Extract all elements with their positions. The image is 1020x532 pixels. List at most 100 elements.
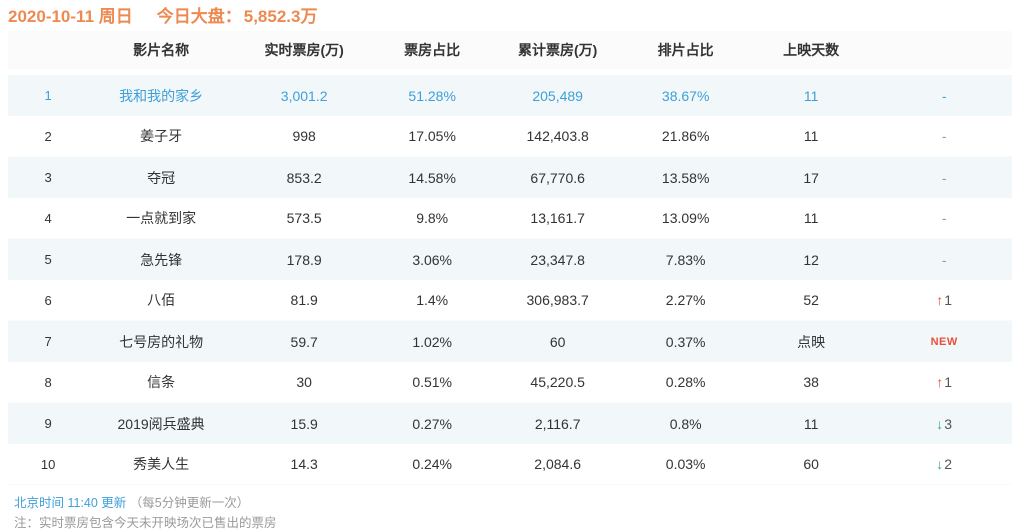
- rank-cell: 9: [44, 416, 52, 431]
- update-time-text: 北京时间 11:40 更新: [14, 496, 127, 510]
- column-header-4: 累计票房(万): [517, 42, 598, 58]
- movie-name-cell: 我和我的家乡: [119, 87, 204, 104]
- trend-value: 3: [944, 415, 953, 432]
- table-row[interactable]: 4 一点就到家 573.5 9.8% 13,161.7 13.09% 11 -: [8, 198, 1012, 239]
- rank-cell: 1: [44, 88, 52, 103]
- table-row[interactable]: 5 急先锋 178.9 3.06% 23,347.8 7.83% 12 -: [8, 239, 1012, 280]
- release-days-cell: 11: [803, 87, 819, 104]
- boxoffice-share-cell: 14.58%: [408, 169, 456, 186]
- screening-share-cell: 13.58%: [661, 169, 710, 186]
- rank-cell: 7: [44, 334, 52, 349]
- realtime-boxoffice-cell: 998: [292, 128, 316, 144]
- date-text: 2020-10-11 周日: [8, 7, 133, 26]
- box-office-table: 影片名称 实时票房(万) 票房占比 累计票房(万) 排片占比 上映天数 1 我和我的家乡 …: [8, 31, 1012, 485]
- table-row[interactable]: 1 我和我的家乡 3,001.2 51.28% 205,489 38.67% 1…: [8, 75, 1012, 116]
- movie-name-cell: 八佰: [147, 292, 176, 308]
- rank-cell: 8: [44, 374, 52, 390]
- rank-cell: 3: [44, 170, 52, 185]
- rank-cell: 10: [40, 456, 56, 472]
- boxoffice-share-cell: 9.8%: [416, 210, 449, 226]
- screening-share-cell: 7.83%: [665, 251, 706, 268]
- realtime-note-text: 注：实时票房包含今天未开映场次已售出的票房: [14, 516, 277, 530]
- trend-cell: NEW: [930, 335, 958, 348]
- boxoffice-share-cell: 0.27%: [412, 415, 453, 432]
- trend-value: 1: [944, 292, 953, 308]
- release-days-cell: 11: [803, 128, 819, 144]
- movie-name-cell: 2019阅兵盛典: [117, 415, 205, 432]
- movie-name-cell: 夺冠: [147, 169, 176, 186]
- table-row[interactable]: 8 信条 30 0.51% 45,220.5 0.28% 38 ↑1: [8, 362, 1012, 403]
- table-row[interactable]: 9 2019阅兵盛典 15.9 0.27% 2,116.7 0.8% 11 ↓3: [8, 403, 1012, 444]
- movie-name-cell: 急先锋: [140, 251, 183, 268]
- movie-name-cell: 一点就到家: [126, 210, 197, 226]
- daily-total-value: 5,852.3万: [243, 7, 318, 26]
- column-header-2: 实时票房(万): [264, 42, 344, 58]
- column-header-5: 排片占比: [657, 42, 714, 58]
- cumulative-boxoffice-cell: 205,489: [532, 87, 583, 104]
- table-row[interactable]: 6 八佰 81.9 1.4% 306,983.7 2.27% 52 ↑1: [8, 280, 1012, 321]
- release-days-cell: 17: [803, 169, 819, 186]
- table-body: 1 我和我的家乡 3,001.2 51.28% 205,489 38.67% 1…: [8, 75, 1012, 485]
- boxoffice-share-cell: 0.51%: [412, 374, 453, 390]
- boxoffice-share-cell: 1.4%: [416, 292, 449, 308]
- trend-value: 2: [944, 456, 953, 472]
- trend-cell: ↑1: [876, 292, 1012, 308]
- screening-share-cell: 38.67%: [661, 87, 710, 104]
- footer: 北京时间 11:40 更新 （每5分钟更新一次） 注：实时票房包含今天未开映场次…: [8, 485, 1012, 532]
- trend-cell: -: [941, 128, 947, 144]
- screening-share-cell: 2.27%: [665, 292, 706, 308]
- cumulative-boxoffice-cell: 2,084.6: [534, 456, 582, 472]
- column-header-1: 影片名称: [133, 42, 190, 58]
- realtime-boxoffice-cell: 853.2: [286, 169, 322, 186]
- movie-name-cell: 信条: [147, 374, 176, 390]
- column-header-6: 上映天数: [783, 42, 840, 58]
- up-arrow-icon: ↑: [936, 292, 944, 308]
- screening-share-cell: 0.8%: [669, 415, 702, 432]
- trend-cell: -: [941, 210, 947, 226]
- release-days-cell: 11: [803, 210, 819, 226]
- cumulative-boxoffice-cell: 23,347.8: [530, 251, 585, 268]
- release-days-cell: 60: [803, 456, 819, 472]
- movie-name-cell: 姜子牙: [140, 128, 183, 144]
- screening-share-cell: 0.28%: [665, 374, 706, 390]
- realtime-boxoffice-cell: 59.7: [290, 333, 318, 350]
- table-row[interactable]: 10 秀美人生 14.3 0.24% 2,084.6 0.03% 60 ↓2: [8, 444, 1012, 485]
- screening-share-cell: 21.86%: [661, 128, 710, 144]
- screening-share-cell: 0.03%: [665, 456, 706, 472]
- table-row[interactable]: 3 夺冠 853.2 14.58% 67,770.6 13.58% 17 -: [8, 157, 1012, 198]
- trend-cell: -: [941, 87, 947, 104]
- down-arrow-icon: ↓: [936, 415, 944, 432]
- cumulative-boxoffice-cell: 60: [549, 333, 566, 350]
- cumulative-boxoffice-cell: 45,220.5: [530, 374, 585, 390]
- cumulative-boxoffice-cell: 2,116.7: [534, 415, 581, 432]
- trend-value: 1: [944, 374, 953, 390]
- daily-total-label: 今日大盘：: [156, 7, 242, 26]
- realtime-boxoffice-cell: 3,001.2: [280, 87, 328, 104]
- movie-name-cell: 七号房的礼物: [119, 333, 204, 350]
- cumulative-boxoffice-cell: 13,161.7: [530, 210, 585, 226]
- realtime-boxoffice-cell: 15.9: [290, 415, 318, 432]
- down-arrow-icon: ↓: [936, 456, 944, 472]
- table-row[interactable]: 7 七号房的礼物 59.7 1.02% 60 0.37% 点映 NEW: [8, 321, 1012, 362]
- trend-cell: ↓2: [876, 456, 1012, 472]
- up-arrow-icon: ↑: [936, 374, 944, 390]
- boxoffice-share-cell: 51.28%: [408, 87, 456, 104]
- release-days-cell: 12: [803, 251, 819, 268]
- table-header-row: 影片名称 实时票房(万) 票房占比 累计票房(万) 排片占比 上映天数: [8, 31, 1012, 69]
- screening-share-cell: 13.09%: [661, 210, 710, 226]
- trend-cell: ↓3: [876, 416, 1012, 432]
- boxoffice-share-cell: 0.24%: [412, 456, 453, 472]
- realtime-boxoffice-cell: 30: [296, 374, 312, 390]
- update-line: 北京时间 11:40 更新 （每5分钟更新一次）: [14, 495, 1012, 512]
- trend-cell: -: [941, 169, 947, 186]
- release-days-cell: 52: [803, 292, 819, 308]
- column-header-3: 票房占比: [404, 42, 461, 58]
- update-frequency-note: （每5分钟更新一次）: [129, 496, 250, 510]
- rank-cell: 5: [44, 252, 52, 267]
- release-days-cell: 点映: [797, 333, 826, 350]
- realtime-boxoffice-cell: 573.5: [286, 210, 322, 226]
- table-row[interactable]: 2 姜子牙 998 17.05% 142,403.8 21.86% 11 -: [8, 116, 1012, 157]
- trend-cell: -: [941, 251, 947, 268]
- realtime-boxoffice-cell: 14.3: [290, 456, 318, 472]
- screening-share-cell: 0.37%: [665, 333, 706, 350]
